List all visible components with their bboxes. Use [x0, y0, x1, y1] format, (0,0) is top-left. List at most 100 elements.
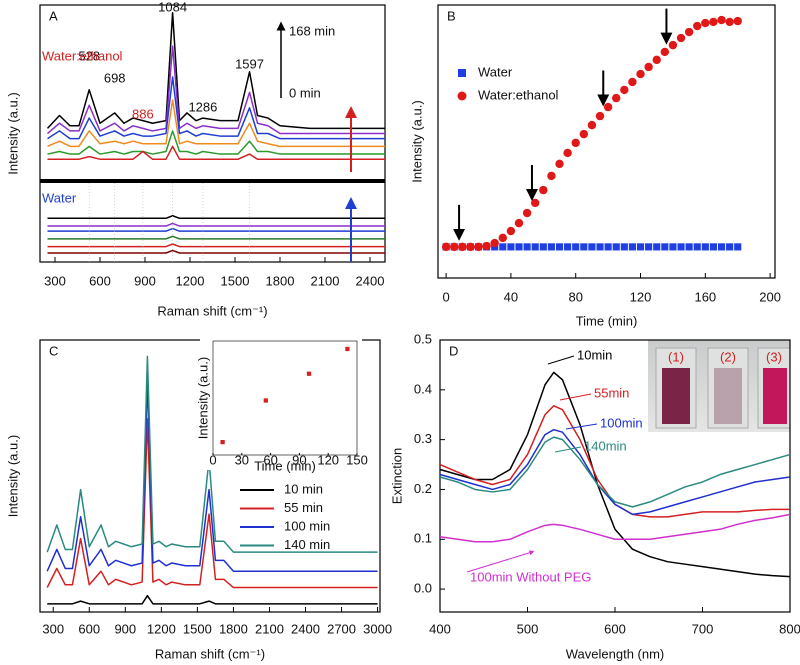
point: [661, 243, 669, 251]
panel: 300 600 900 1200 1500 1800 2100 2400 2700 3000Ram…: [5, 339, 392, 661]
point: [717, 243, 726, 251]
x-tick-label: 80: [568, 289, 582, 304]
series-line: [439, 428, 791, 516]
point: [628, 243, 636, 251]
point: [628, 77, 637, 87]
time-label: 0 min: [289, 85, 321, 100]
series-line: [47, 99, 385, 148]
point: [677, 243, 685, 251]
point: [603, 102, 613, 112]
x-tick-label: 40: [504, 289, 518, 304]
point: [709, 17, 718, 27]
x-tick-label: 1800: [219, 621, 248, 636]
point: [595, 111, 605, 121]
panel-letter: D: [449, 343, 458, 358]
series-line: [439, 436, 791, 508]
legend-label: 140 min: [284, 537, 330, 552]
panel: 400 500 600 700 800 0.0 0.1 0.2 0.3 0.4 0.5 Wavelen…: [389, 331, 800, 661]
point: [653, 243, 661, 251]
cuvette-label: (3): [766, 349, 782, 364]
panel-letter: A: [49, 8, 58, 23]
point: [441, 242, 451, 252]
x-tick-label: 0: [442, 289, 449, 304]
point: [547, 243, 555, 251]
point: [563, 148, 572, 158]
x-tick-label: 900: [114, 621, 136, 636]
x-axis-label: Time (min): [254, 458, 316, 473]
point: [547, 171, 556, 181]
x-tick-label: 900: [134, 273, 156, 288]
point: [612, 93, 621, 103]
point: [514, 218, 524, 228]
series-line: [47, 594, 378, 605]
series-line: [46, 355, 378, 553]
x-tick-label: 1500: [183, 621, 212, 636]
point: [588, 243, 596, 251]
point: [676, 33, 686, 43]
x-tick-label: 2100: [255, 621, 284, 636]
peak-label: 528: [78, 48, 100, 63]
series-leader: [565, 423, 598, 430]
y-axis-label: Intensity (a.u.): [5, 435, 20, 517]
point: [482, 241, 491, 251]
series-line: [47, 243, 385, 248]
point: [539, 243, 547, 251]
photo-inset: (1) (2) (3): [648, 340, 791, 432]
x-tick-label: 600: [604, 621, 626, 636]
x-tick-label: 120: [317, 452, 339, 467]
legend-swatch: [458, 69, 466, 77]
x-tick-label: 2700: [327, 621, 356, 636]
y-tick-label: 0.3: [414, 431, 432, 446]
point: [220, 439, 225, 445]
inset-background: [200, 336, 362, 470]
series-label: 100min: [600, 415, 643, 430]
point: [579, 129, 589, 139]
point: [669, 243, 677, 251]
point: [596, 243, 604, 251]
series-line: [46, 418, 378, 589]
series-line: [439, 513, 791, 543]
point: [345, 346, 350, 352]
point: [474, 242, 483, 252]
legend-label: 55 min: [284, 500, 323, 515]
series-leader: [466, 550, 535, 573]
series-line: [47, 214, 385, 220]
series-line: [46, 380, 378, 572]
point: [693, 243, 701, 251]
series-line: [47, 235, 385, 240]
series-leader: [554, 446, 582, 453]
legend-label: 10 min: [284, 481, 323, 496]
x-tick-label: 600: [78, 621, 100, 636]
point: [717, 15, 726, 25]
x-tick-label: 120: [630, 289, 652, 304]
series-line: [47, 145, 385, 160]
point: [612, 243, 620, 251]
x-tick-label: 1500: [221, 273, 250, 288]
point: [636, 243, 645, 251]
point: [701, 243, 709, 251]
point: [490, 238, 499, 248]
plot-frame: [437, 4, 776, 279]
legend-label: Water: [478, 64, 513, 79]
x-tick-label: 600: [89, 273, 111, 288]
panel-letter: C: [49, 343, 58, 358]
panel: 0 30 60 90 120 150 Time (min) Intensity (a.u.): [195, 336, 368, 473]
point: [531, 243, 539, 251]
point: [531, 198, 540, 208]
point: [539, 185, 548, 195]
point: [498, 233, 508, 243]
peak-label: 1084: [158, 0, 187, 14]
x-tick-label: 90: [292, 452, 306, 467]
point: [645, 243, 653, 251]
point: [644, 62, 653, 72]
point: [587, 120, 597, 130]
point: [306, 371, 312, 376]
panel: 300 600 900 1200 1500 1800 2100 2400 Raman shift…: [5, 0, 386, 318]
y-tick-label: 0.5: [414, 331, 432, 346]
point: [564, 243, 572, 251]
cuvette-liquid: [714, 368, 742, 424]
point: [668, 40, 678, 50]
point: [450, 242, 459, 252]
